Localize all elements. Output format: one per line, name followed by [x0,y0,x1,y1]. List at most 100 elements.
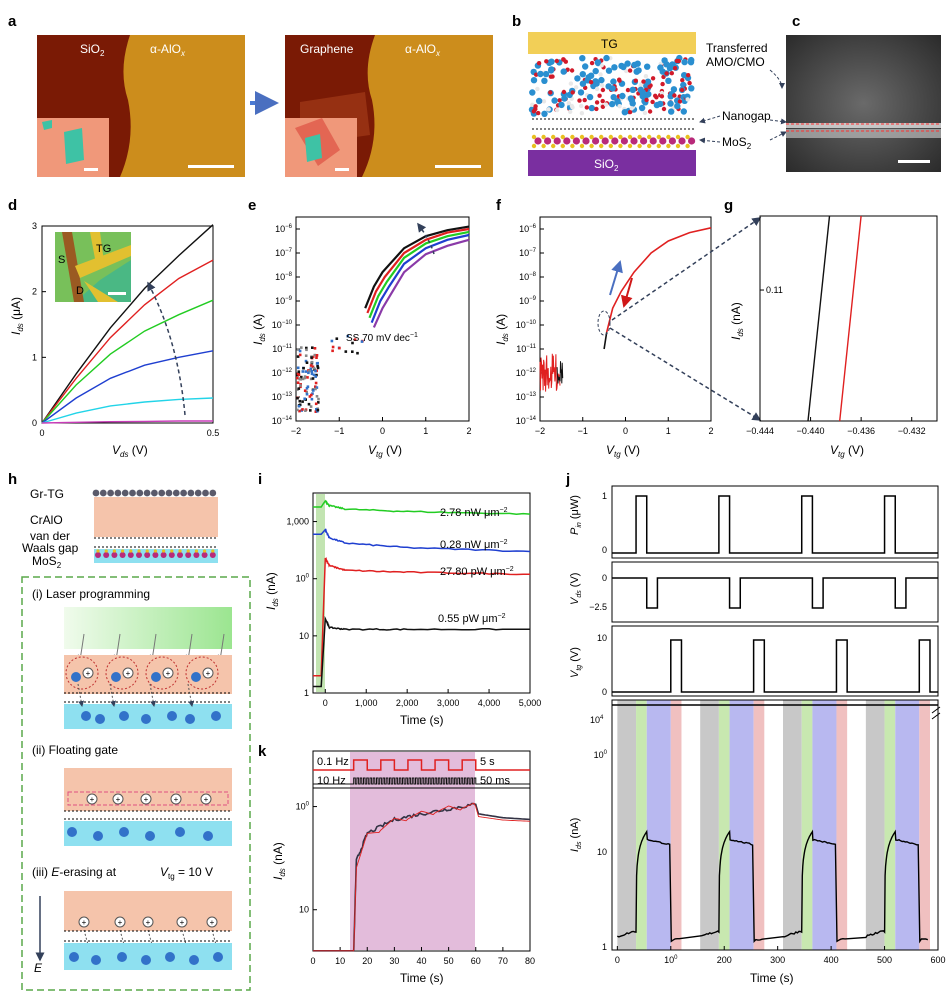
freq-label-1: 0.1 Hz [317,756,349,768]
sulfur-atom [560,134,565,140]
noise-point [297,404,301,408]
atom [542,70,550,78]
gate-label: TG [96,243,111,255]
noise-point [307,371,310,375]
electron [213,952,223,962]
atom [664,71,669,76]
atom [627,109,633,115]
tick-label: 10−7 [519,248,537,258]
atom [546,107,551,112]
atom [669,71,674,76]
vdw-label-1: van der [30,529,70,543]
light-phase [884,700,896,950]
atom [677,99,683,104]
noise-point [311,377,315,380]
panel-label: g [724,197,733,214]
atom [551,97,558,104]
panel-label: f [496,197,502,214]
carbon-atom [180,489,188,497]
mos2-layer [531,134,696,149]
atom [584,105,589,110]
tick-label: 80 [525,956,535,966]
alox-label: α-AlOx [150,42,186,58]
mo-atom [201,552,208,558]
noise-point [309,367,313,370]
noise-point [315,362,319,365]
carbon-atom [129,489,136,497]
atom [554,58,559,64]
noise-point [315,386,319,389]
mo-atom [103,552,110,558]
tick-label: 1 [304,688,309,698]
noise-point [305,361,309,364]
electron [151,672,161,682]
atom [688,56,695,64]
scale-bar [435,165,481,168]
hole-sign: + [82,918,87,927]
atom [599,83,605,88]
atom [547,67,555,74]
x-axis-label: Vds (V) [112,443,148,459]
atom [650,76,656,81]
vds-label: Vds (V) [569,573,583,605]
atom [647,84,652,90]
sulfur-atom [194,549,198,553]
tick-label: 2 [32,287,37,297]
mo-atom [185,552,192,558]
vtg-label: Vtg (V) [569,647,583,678]
power-label-4: 0.55 pW μm−2 [438,613,506,625]
panel-label: b [512,13,521,30]
atom [657,64,664,71]
carbon-atom [92,489,100,497]
noise-point [356,351,359,355]
panel-label: d [8,197,17,214]
noise-point [306,376,309,379]
atom [597,93,602,98]
atom [536,61,542,66]
series-black [364,225,470,309]
hole-sign: + [146,918,151,927]
tick-label: −1 [578,426,588,436]
noise-point [303,376,307,380]
alox-region [120,35,245,177]
noise-point [298,399,302,403]
sulfur-atom [627,143,633,149]
hole-sign: + [166,669,171,678]
atom [568,81,574,86]
scale-bar [84,168,98,171]
tick-label: 100 [664,955,678,965]
noise-point [309,377,313,381]
sulfur-atom [589,134,594,140]
tick-label: 600 [930,955,945,965]
scale-bar [898,160,930,163]
noise-point [301,370,305,373]
atom [579,55,586,62]
atom [554,107,560,113]
electron [81,711,91,721]
atom [657,100,664,108]
panel-f: f 10−1410−1310−1210−1110−1010−910−810−71… [494,197,762,459]
tick-label: 10−14 [272,416,293,426]
carbon-atom [172,489,180,497]
atom [568,109,573,115]
sulfur-atom [186,549,190,553]
noise-point [310,356,313,359]
atom [600,104,606,110]
noise-point [297,387,301,390]
tick-label: 1,000 [355,698,378,708]
scale-bar [108,292,126,295]
noise-point [304,359,308,363]
atom [574,75,581,82]
carbon-atom [209,489,217,497]
tick-label: 10−10 [272,320,293,330]
sulfur-atom [685,134,690,140]
tick-label: 0 [602,545,607,555]
hole-sign: + [204,795,209,804]
series-red [366,227,470,314]
series-black [41,224,214,424]
sulfur-atom [129,549,133,553]
noise-point [314,381,318,385]
electron [67,827,77,837]
sulfur-atom [599,143,604,149]
